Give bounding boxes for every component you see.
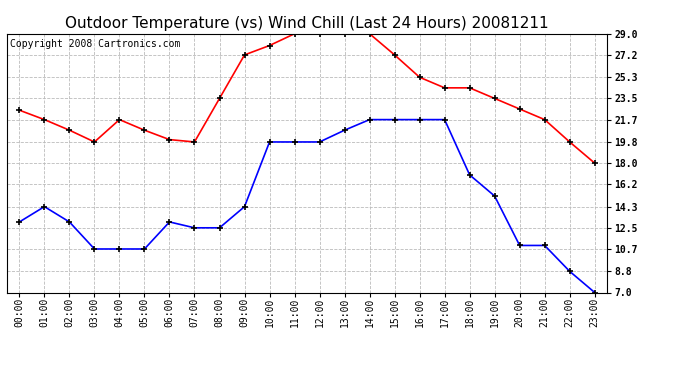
Text: Copyright 2008 Cartronics.com: Copyright 2008 Cartronics.com (10, 39, 180, 49)
Title: Outdoor Temperature (vs) Wind Chill (Last 24 Hours) 20081211: Outdoor Temperature (vs) Wind Chill (Las… (66, 16, 549, 31)
